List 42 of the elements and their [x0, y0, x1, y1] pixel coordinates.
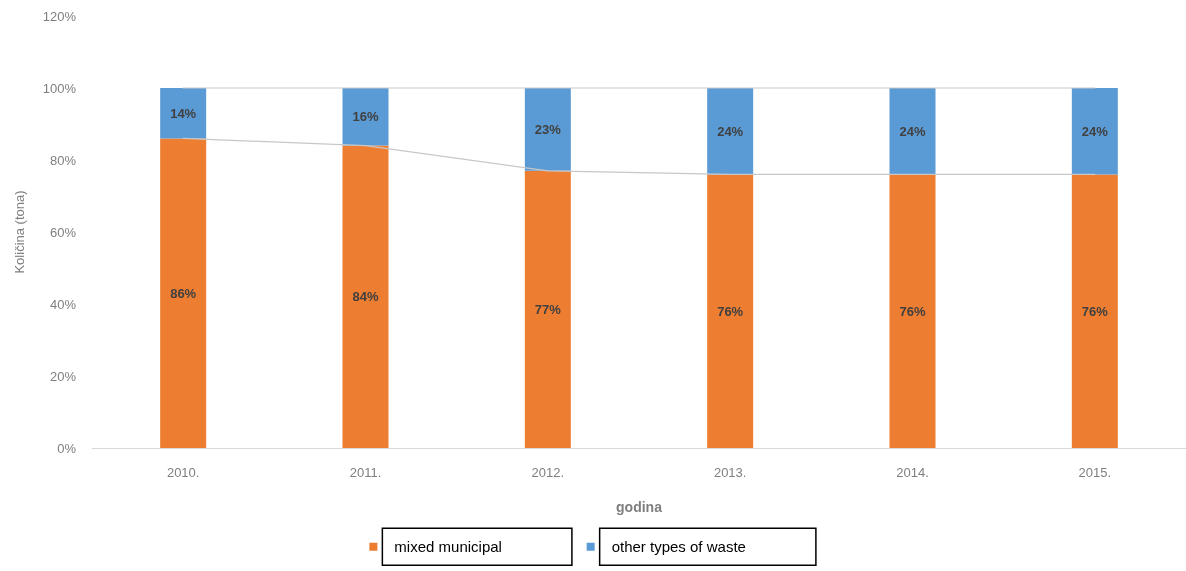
x-axis-title: godina [616, 499, 663, 515]
legend-label: other types of waste [611, 538, 746, 556]
bar [524, 170, 571, 448]
x-tick-label: 2012. [531, 465, 565, 480]
bar [160, 88, 207, 139]
bar [889, 88, 936, 175]
y-tick-label: 0% [57, 440, 77, 456]
y-tick-label: 80% [49, 152, 77, 168]
bar [889, 174, 936, 448]
bar [707, 174, 754, 448]
data-label: 14% [170, 105, 197, 121]
x-tick-label: 2014. [896, 465, 929, 480]
bar [707, 88, 754, 175]
x-tick-label: 2010. [166, 465, 200, 480]
legend-label: mixed municipal [394, 538, 502, 556]
data-label: 77% [534, 301, 562, 317]
y-tick-label: 20% [49, 368, 77, 384]
data-label: 86% [170, 285, 197, 301]
bar [1071, 174, 1118, 448]
x-tick-label: 2011. [349, 465, 382, 480]
y-tick-label: 60% [49, 224, 77, 240]
data-label: 76% [899, 303, 926, 319]
x-tick-label: 2015. [1078, 465, 1112, 480]
y-tick-label: 120% [42, 8, 77, 24]
bar [342, 145, 389, 448]
bar [342, 88, 389, 146]
data-label: 24% [1081, 123, 1109, 139]
bar [160, 138, 207, 448]
data-label: 24% [717, 123, 744, 139]
bar [1071, 88, 1118, 175]
data-label: 16% [352, 109, 379, 125]
data-label: 76% [1081, 303, 1109, 319]
x-tick-label: 2013. [713, 465, 747, 480]
bar [524, 88, 571, 171]
data-label: 24% [899, 123, 926, 139]
y-tick-label: 40% [49, 296, 77, 312]
data-label: 76% [717, 303, 744, 319]
data-label: 84% [352, 289, 379, 305]
line-series [182, 137, 1096, 175]
y-tick-label: 100% [42, 80, 77, 96]
y-axis-title: Količina (tona) [12, 190, 27, 274]
data-label: 23% [534, 121, 562, 137]
